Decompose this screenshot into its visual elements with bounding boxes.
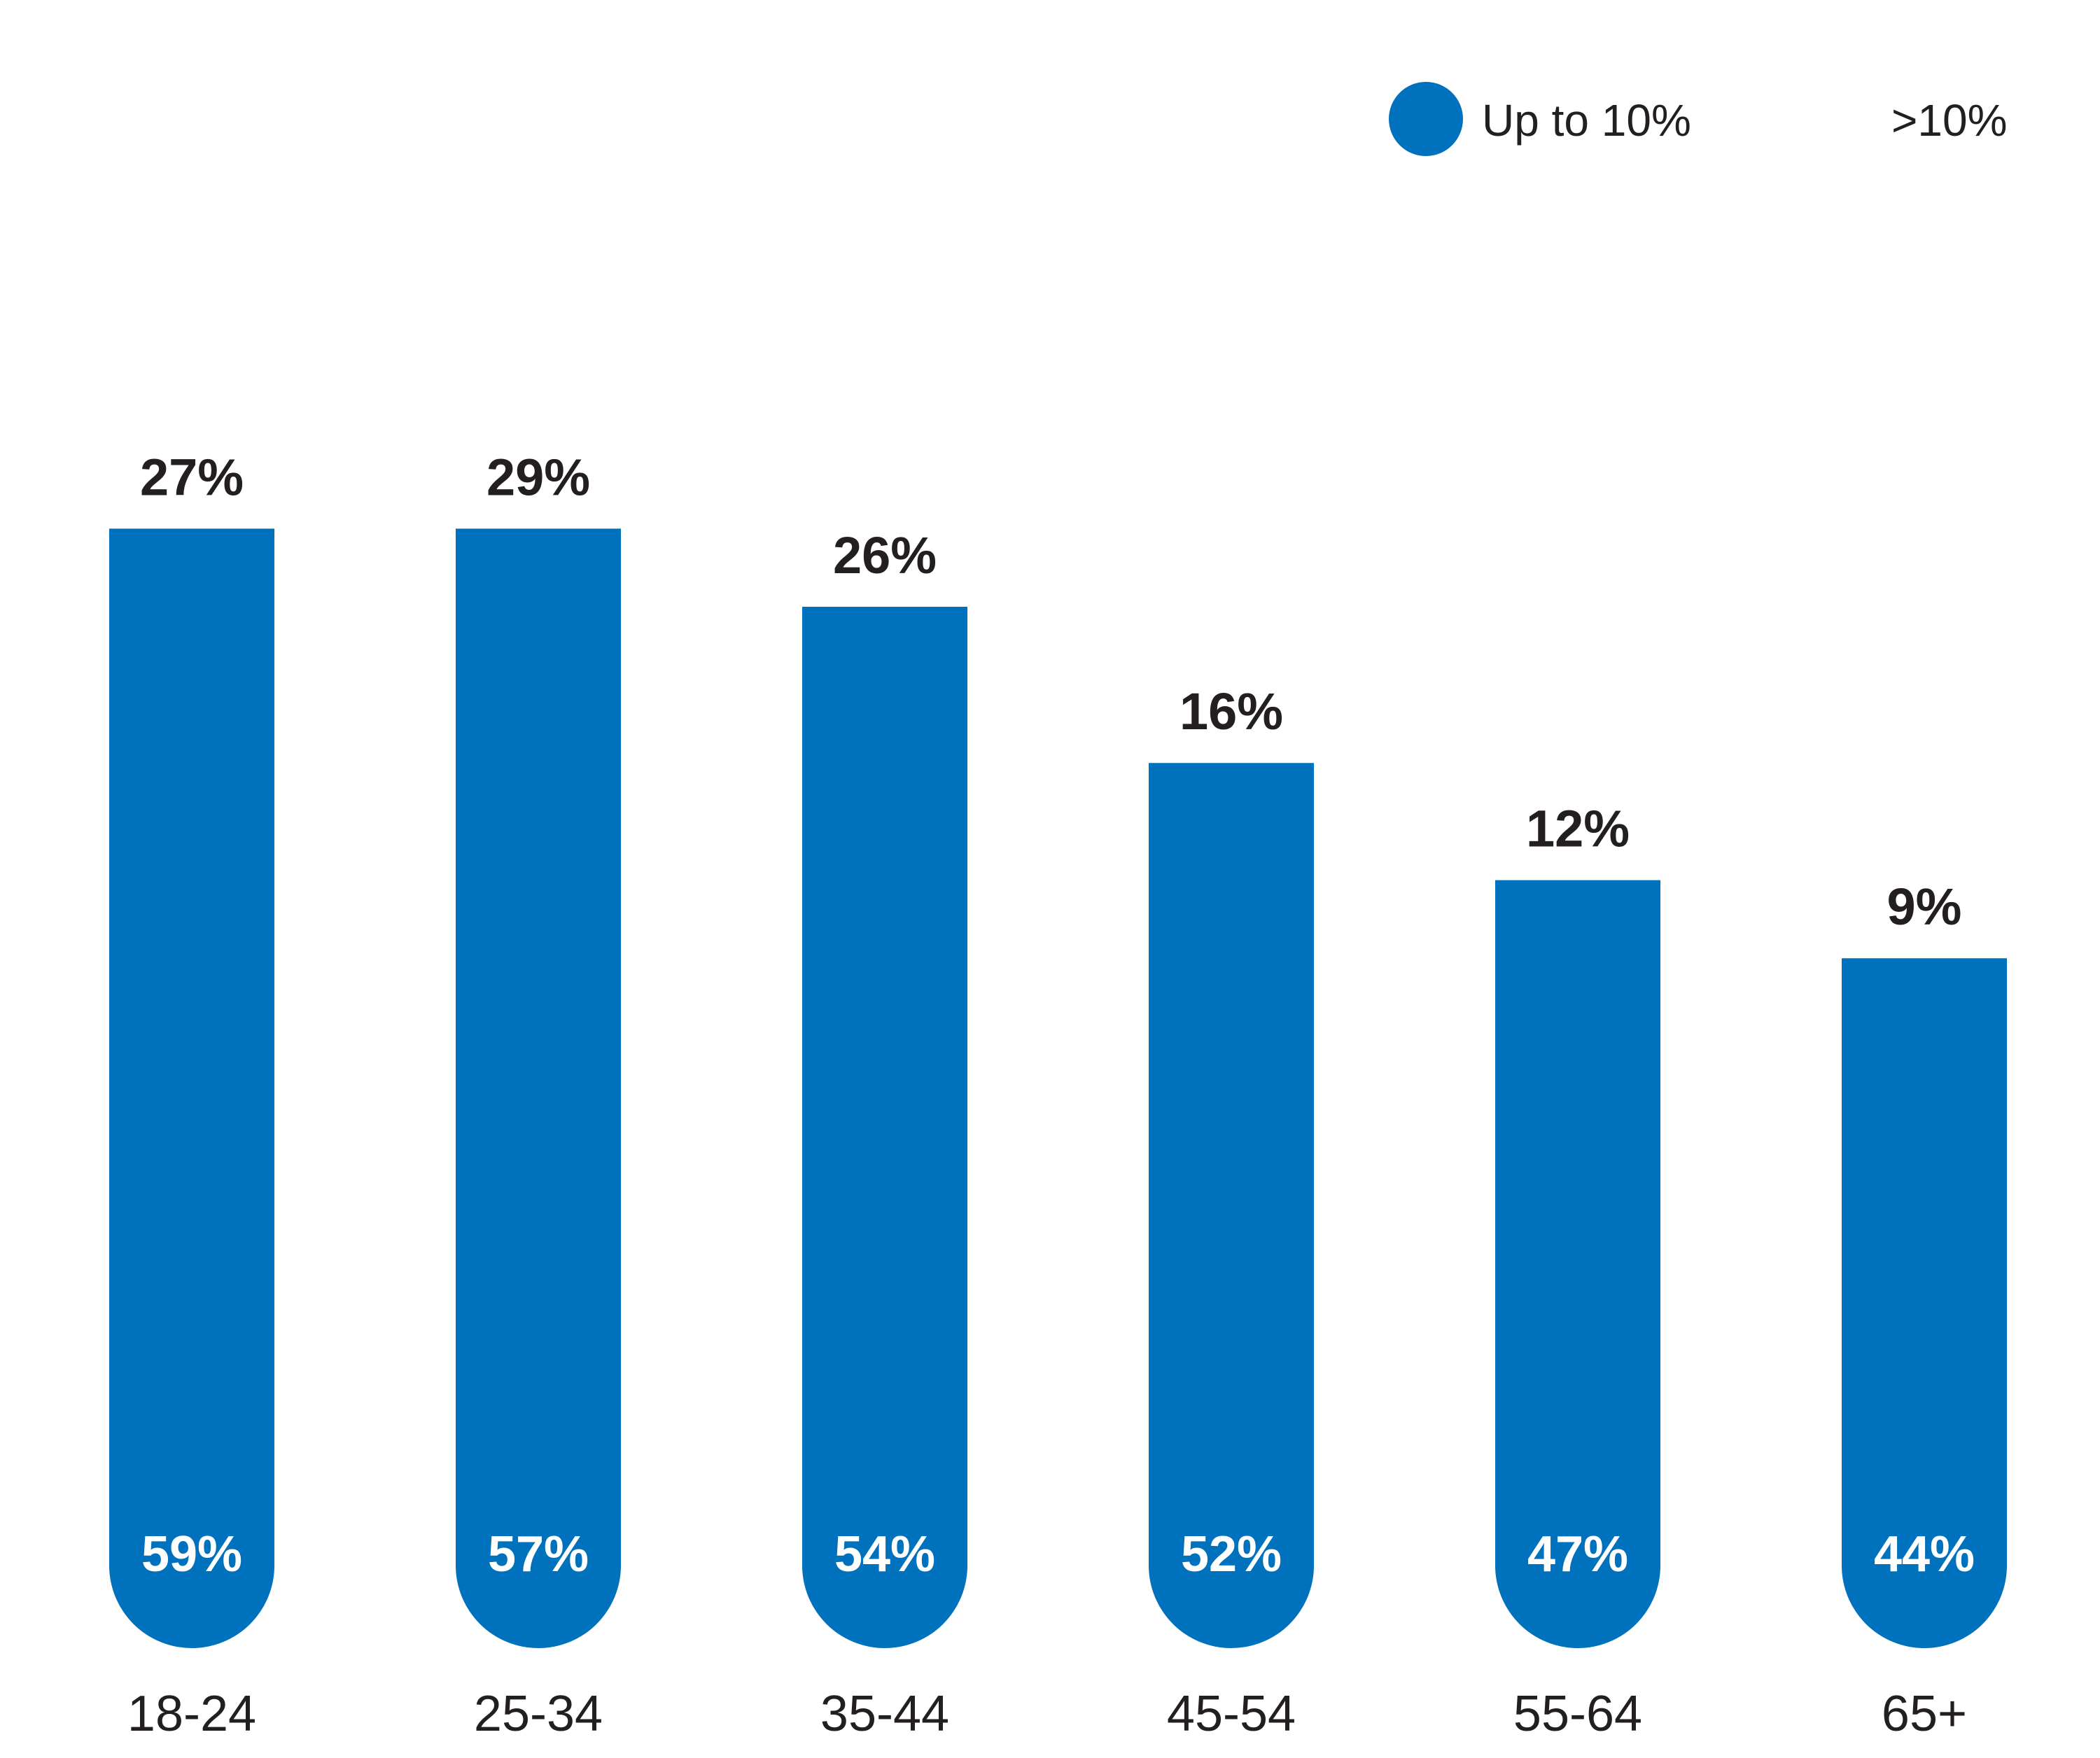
labels-group: 27% 59% 18-24 29% 57% 25-34 26% 54% 35-44 16% 52% 4… [127, 448, 1975, 1742]
bar-18-24 [109, 528, 274, 1648]
top-value-label-18-24: 27% [140, 448, 244, 506]
category-label-55-64: 55-64 [1513, 1686, 1642, 1742]
inner-value-label-45-54: 52% [1181, 1526, 1282, 1582]
category-label-35-44: 35-44 [820, 1686, 949, 1742]
bar-65plus [1842, 958, 2007, 1648]
top-value-label-45-54: 16% [1180, 682, 1283, 740]
bar-35-44 [802, 607, 967, 1648]
legend-label-over-10: >10% [1891, 95, 2007, 146]
category-label-18-24: 18-24 [127, 1686, 256, 1742]
inner-value-label-25-34: 57% [488, 1526, 589, 1582]
category-label-65plus: 65+ [1882, 1686, 1967, 1742]
bars-group [109, 528, 2007, 1648]
category-label-25-34: 25-34 [474, 1686, 603, 1742]
inner-value-label-55-64: 47% [1527, 1526, 1628, 1582]
bar-45-54 [1149, 763, 1314, 1648]
inner-value-label-18-24: 59% [141, 1526, 242, 1582]
top-value-label-65plus: 9% [1887, 878, 1962, 936]
inner-value-label-65plus: 44% [1874, 1526, 1975, 1582]
top-value-label-35-44: 26% [833, 526, 937, 584]
legend: Up to 10% >10% [1389, 82, 2007, 156]
inner-value-label-35-44: 54% [834, 1526, 935, 1582]
bar-55-64 [1495, 880, 1660, 1648]
category-label-45-54: 45-54 [1167, 1686, 1296, 1742]
bar-25-34 [456, 528, 621, 1648]
legend-marker-up-to-10 [1389, 82, 1463, 156]
top-value-label-55-64: 12% [1526, 800, 1630, 858]
legend-label-up-to-10: Up to 10% [1482, 95, 1691, 146]
top-value-label-25-34: 29% [486, 448, 590, 506]
